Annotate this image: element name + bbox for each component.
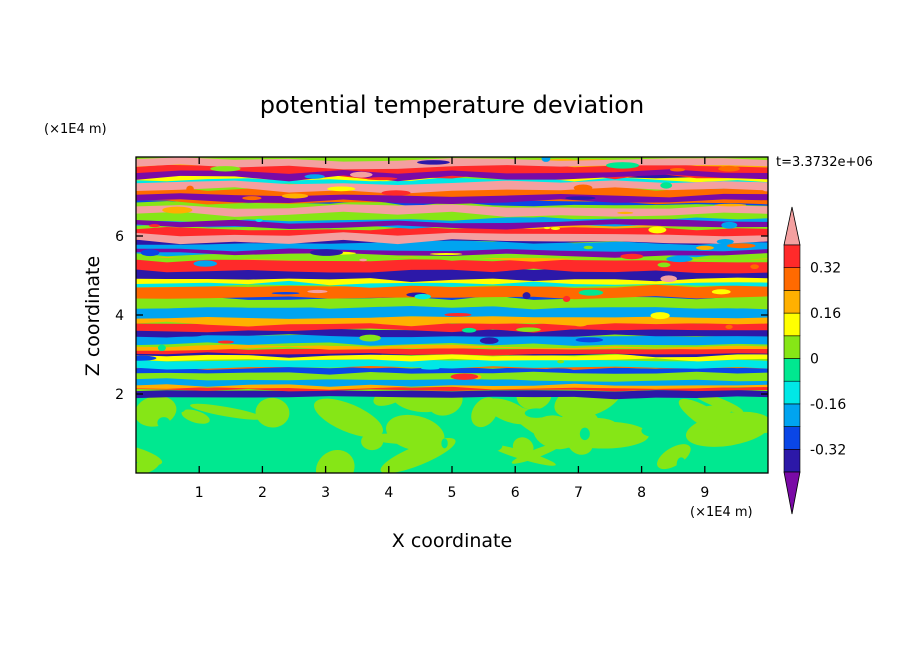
colorbar-level-4 [783, 358, 801, 382]
y-axis-ticks: 2 4 6 [115, 229, 768, 403]
colorbar-label: 0 [810, 352, 819, 368]
colorbar-level-0 [783, 448, 801, 473]
colorbar-label: 0.16 [810, 306, 841, 322]
y-tick-label: 4 [115, 308, 124, 324]
colorbar-label: -0.16 [810, 397, 846, 413]
x-tick-1: 1 [195, 157, 204, 501]
x-tick-label: 9 [700, 485, 709, 501]
y-tick-label: 2 [115, 387, 124, 403]
time-label: t=3.3732e+06 [776, 155, 873, 170]
x-tick-label: 5 [448, 485, 457, 501]
upper-layer [136, 157, 768, 400]
x-tick-label: 3 [321, 485, 330, 501]
x-tick-2: 2 [258, 157, 267, 501]
chart-title: potential temperature deviation [260, 91, 644, 119]
colorbar-level-5 [783, 335, 801, 359]
x-tick-label: 4 [384, 485, 393, 501]
colorbar-level-9 [783, 244, 801, 269]
colorbar-level-2 [783, 403, 801, 427]
x-tick-label: 8 [637, 485, 646, 501]
x-tick-label: 1 [195, 485, 204, 501]
x-tick-3: 3 [321, 157, 330, 501]
colorbar-level-7 [783, 290, 801, 314]
x-axis-unit: (×1E4 m) [690, 505, 753, 520]
x-tick-5: 5 [448, 157, 457, 501]
x-tick-label: 6 [511, 485, 520, 501]
plot-field [136, 157, 768, 473]
colorbar-level-3 [783, 380, 801, 405]
colorbar-extend-bottom [783, 471, 801, 515]
colorbar-tick-labels: 0.32 0.16 0 -0.16 -0.32 [810, 261, 846, 459]
colorbar-level-6 [783, 312, 801, 337]
x-tick-4: 4 [384, 157, 393, 501]
x-tick-6: 6 [511, 157, 520, 501]
x-axis-label: X coordinate [392, 530, 512, 552]
y-axis-label: Z coordinate [82, 256, 104, 376]
x-axis-ticks: 1 2 3 4 5 6 7 8 9 [195, 157, 709, 501]
colorbar-extend-top [783, 206, 801, 246]
x-tick-8: 8 [637, 157, 646, 501]
x-tick-9: 9 [700, 157, 709, 501]
y-tick-label: 6 [115, 229, 124, 245]
y-tick-4: 4 [115, 308, 768, 324]
y-tick-2: 2 [115, 387, 768, 403]
y-tick-6: 6 [115, 229, 768, 245]
x-tick-label: 7 [574, 485, 583, 501]
colorbar [783, 206, 801, 515]
lower-layer [136, 378, 768, 473]
colorbar-label: 0.32 [810, 261, 841, 277]
colorbar-label: -0.32 [810, 442, 846, 458]
colorbar-level-1 [783, 426, 801, 450]
colorbar-level-8 [783, 267, 801, 291]
x-tick-7: 7 [574, 157, 583, 501]
x-tick-label: 2 [258, 485, 267, 501]
y-axis-unit: (×1E4 m) [44, 122, 107, 137]
